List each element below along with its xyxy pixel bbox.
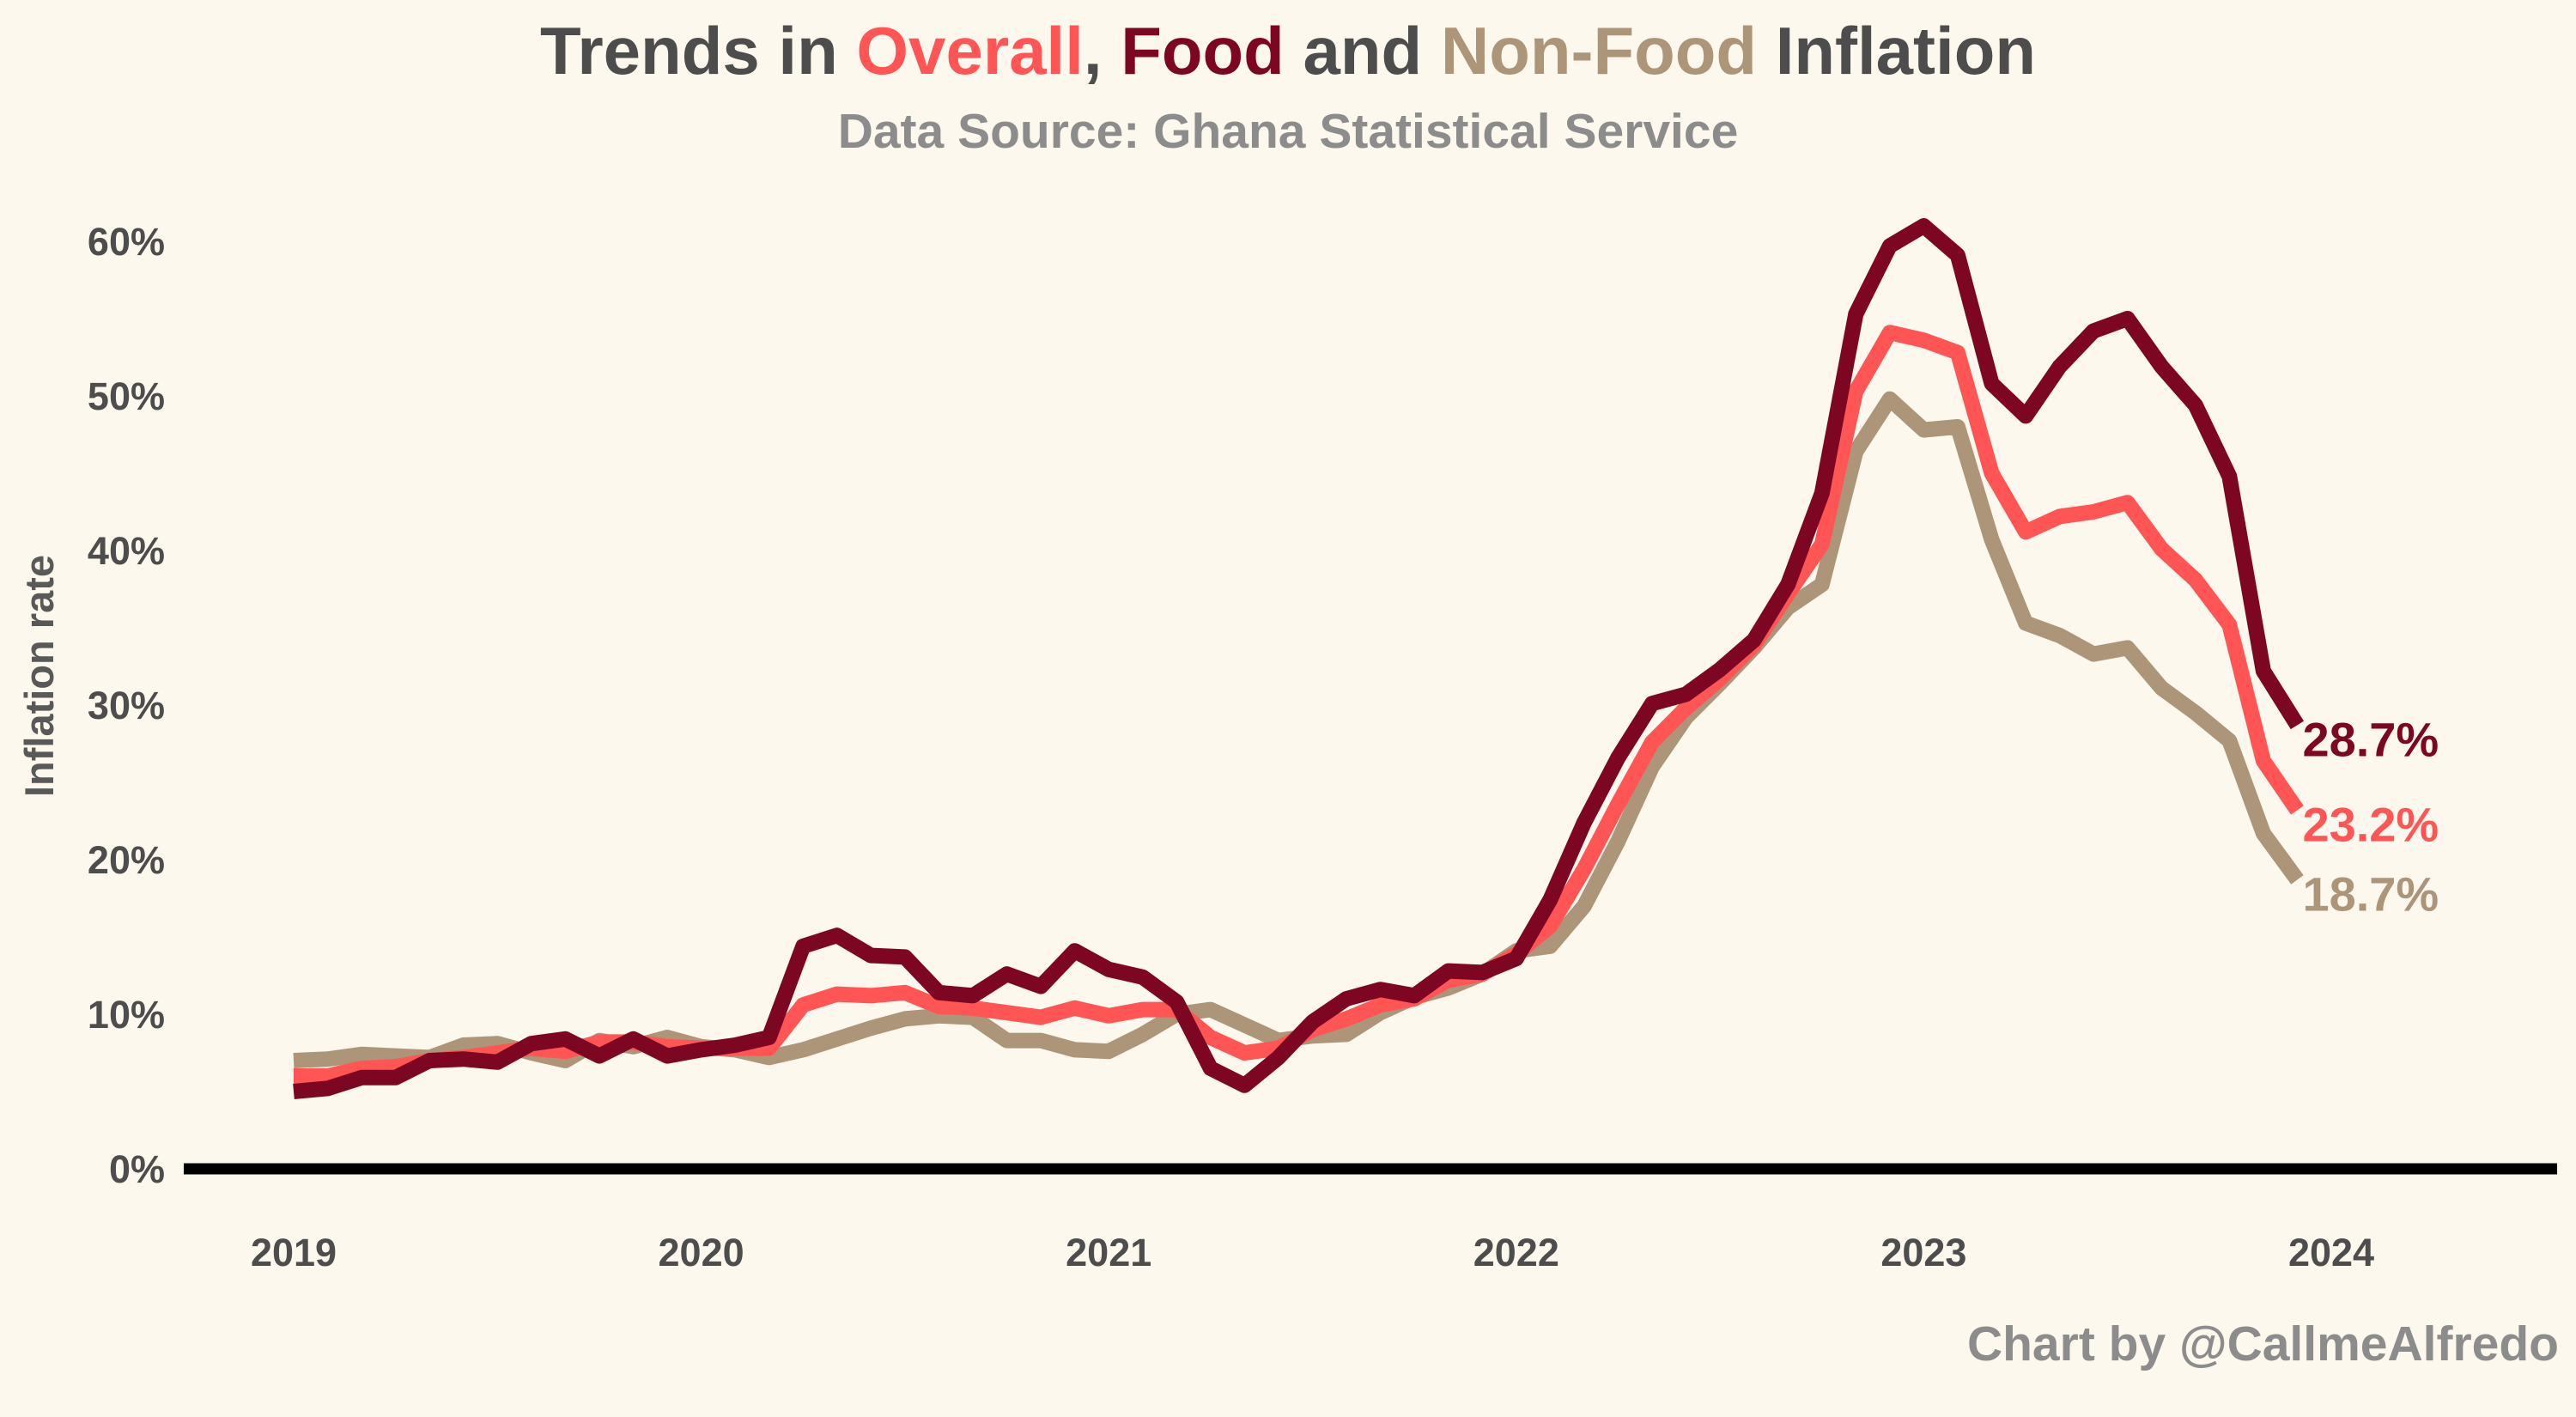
x-tick-label: 2020 <box>659 1231 744 1274</box>
series-line-food <box>293 218 2305 1099</box>
end-label-nonfood: 18.7% <box>2302 867 2439 921</box>
chart-title: Trends in Overall, Food and Non-Food Inf… <box>0 12 2576 90</box>
title-comma: , <box>1083 13 1121 88</box>
x-tick-label: 2022 <box>1473 1231 1559 1274</box>
chart-credit: Chart by @CallmeAlfredo <box>1966 1317 2559 1371</box>
title-food: Food <box>1121 13 1285 88</box>
title-nonfood: Non-Food <box>1440 13 1758 88</box>
series-line-nonfood <box>293 391 2304 1068</box>
y-tick-label: 20% <box>88 838 165 882</box>
end-label-food: 28.7% <box>2302 712 2439 766</box>
title-overall: Overall <box>856 13 1084 88</box>
y-tick-label: 60% <box>88 220 165 264</box>
series-line-overall <box>294 325 2304 1084</box>
series-end-labels: 28.7% 23.2% 18.7% <box>2302 712 2439 921</box>
title-part-end: Inflation <box>1757 13 2036 88</box>
x-tick-label: 2024 <box>2288 1231 2374 1274</box>
y-axis-label: Inflation rate <box>16 555 62 797</box>
x-axis-ticks: 2019 2020 2021 2022 2023 2024 <box>251 1231 2374 1274</box>
y-axis-ticks: 0% 10% 20% 30% 40% 50% 60% <box>88 220 165 1191</box>
y-tick-label: 40% <box>88 529 165 573</box>
x-tick-label: 2023 <box>1880 1231 1966 1274</box>
x-tick-label: 2019 <box>251 1231 337 1274</box>
title-and: and <box>1284 13 1441 88</box>
title-part-1: Trends in <box>539 13 857 88</box>
chart-subtitle: Data Source: Ghana Statistical Service <box>837 104 1739 159</box>
end-label-overall: 23.2% <box>2302 797 2439 851</box>
y-tick-label: 30% <box>88 684 165 727</box>
y-tick-label: 0% <box>109 1147 165 1191</box>
series-lines <box>293 218 2305 1099</box>
x-tick-label: 2021 <box>1066 1231 1151 1274</box>
y-tick-label: 50% <box>88 374 165 418</box>
y-tick-label: 10% <box>88 993 165 1037</box>
